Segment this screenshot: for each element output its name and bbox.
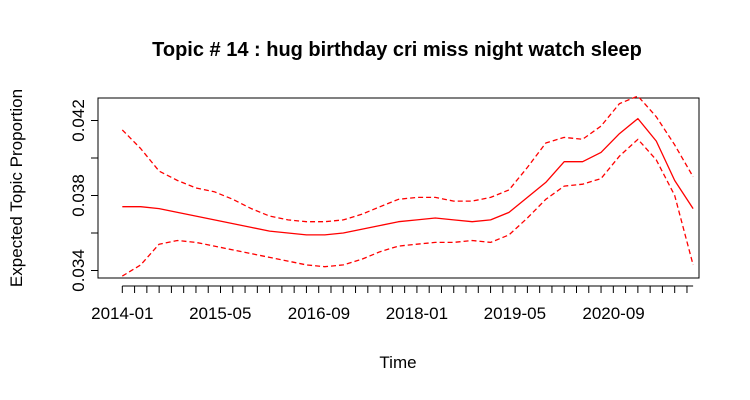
x-tick-label: 2015-05 — [189, 304, 251, 323]
x-tick-label: 2014-01 — [91, 304, 153, 323]
series-line-upper-ci — [121, 95, 694, 223]
y-axis: 0.034 0.038 0.042 — [69, 99, 99, 292]
x-tick-label: 2016-09 — [288, 304, 350, 323]
series-line-estimate — [122, 117, 694, 236]
x-tick-label: 2019-05 — [484, 304, 546, 323]
x-tick-label: 2018-01 — [386, 304, 448, 323]
x-axis-label: Time — [379, 353, 416, 372]
x-axis: 2014-01 2015-05 2016-09 2018-01 2019-05 2020-… — [91, 285, 694, 323]
plot-frame — [97, 97, 700, 279]
x-tick-label: 2020-09 — [582, 304, 644, 323]
series-line-lower-ci — [121, 138, 694, 277]
series-layer — [121, 95, 694, 277]
y-tick-label: 0.038 — [69, 174, 88, 217]
y-axis-label: Expected Topic Proportion — [7, 89, 26, 287]
y-tick-label: 0.034 — [69, 249, 88, 292]
chart-title: Topic # 14 : hug birthday cri miss night… — [152, 39, 642, 61]
y-tick-label: 0.042 — [69, 99, 88, 142]
